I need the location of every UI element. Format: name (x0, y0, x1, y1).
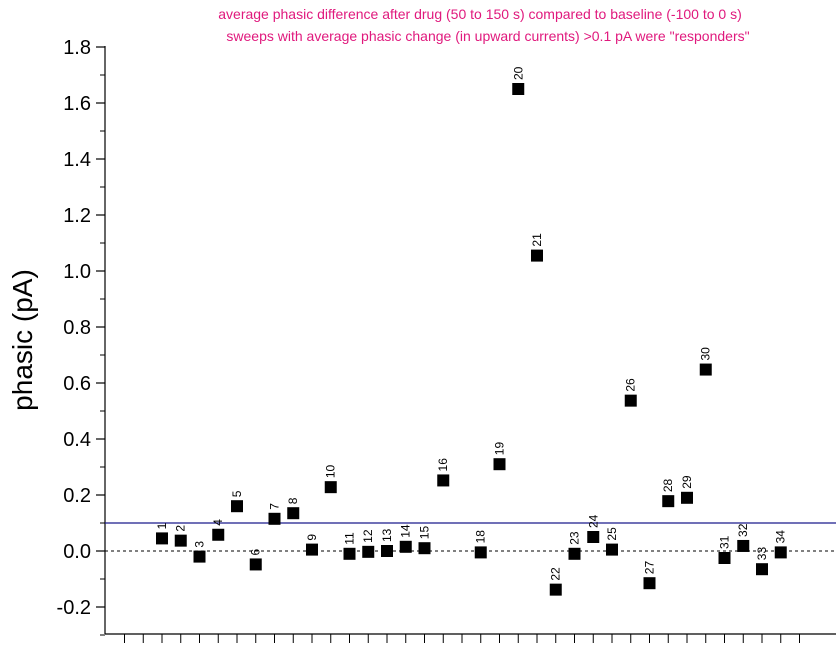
data-point-31 (718, 552, 731, 564)
data-label-22: 22 (549, 567, 563, 581)
data-point-6 (249, 558, 262, 571)
data-point-4 (212, 528, 225, 541)
data-label-10: 10 (324, 464, 338, 478)
data-point-28 (662, 495, 675, 508)
data-label-28: 28 (661, 478, 675, 492)
data-point-23 (568, 547, 581, 560)
chart-titles: average phasic difference after drug (50… (218, 6, 749, 44)
data-label-3: 3 (193, 541, 207, 548)
data-point-10 (324, 481, 337, 494)
data-label-9: 9 (305, 534, 319, 541)
data-label-16: 16 (436, 458, 450, 472)
data-label-13: 13 (380, 528, 394, 542)
data-point-32 (737, 539, 750, 552)
y-tick-label: 0.2 (63, 485, 91, 507)
data-point-9 (306, 543, 318, 556)
y-axis-title: phasic (pA) (7, 269, 38, 411)
data-label-15: 15 (418, 526, 432, 540)
y-tick-label: 1.8 (63, 37, 91, 59)
data-point-2 (174, 534, 187, 547)
data-point-21 (531, 249, 543, 262)
y-tick-label: -0.2 (57, 597, 91, 619)
y-tick-label: 0.0 (63, 541, 91, 563)
data-label-7: 7 (268, 503, 282, 510)
data-point-18 (474, 546, 487, 559)
data-label-26: 26 (624, 378, 638, 392)
data-label-19: 19 (493, 442, 507, 456)
data-label-4: 4 (211, 519, 225, 526)
title-line-2: sweeps with average phasic change (in up… (226, 28, 749, 44)
data-point-1 (156, 532, 168, 545)
data-point-22 (549, 583, 562, 596)
data-point-19 (493, 458, 506, 471)
data-point-20 (512, 83, 525, 95)
data-label-20: 20 (511, 66, 525, 80)
y-tick-label: 0.8 (63, 317, 91, 339)
data-label-33: 33 (755, 547, 769, 561)
data-point-5 (231, 500, 243, 513)
y-tick-label: 1.6 (63, 93, 91, 115)
y-tick-label: 1.0 (63, 261, 91, 283)
data-label-30: 30 (699, 347, 713, 361)
data-label-34: 34 (774, 530, 788, 544)
data-label-29: 29 (680, 475, 694, 489)
data-label-11: 11 (343, 532, 357, 545)
data-point-8 (287, 507, 300, 520)
data-label-27: 27 (643, 561, 657, 575)
data-point-12 (362, 545, 375, 558)
data-point-30 (699, 363, 712, 376)
title-line-1: average phasic difference after drug (50… (218, 6, 742, 22)
y-tick-label: 1.2 (63, 205, 91, 227)
y-tick-label: 1.4 (63, 149, 91, 171)
data-label-21: 21 (530, 233, 544, 247)
data-point-7 (268, 512, 281, 525)
data-point-34 (774, 546, 787, 559)
data-label-31: 31 (718, 535, 732, 549)
y-tick-label: 0.6 (63, 373, 91, 395)
data-point-24 (587, 531, 600, 543)
data-label-2: 2 (174, 525, 188, 532)
data-label-8: 8 (286, 497, 300, 504)
data-label-24: 24 (586, 514, 600, 528)
data-point-13 (381, 545, 393, 557)
data-label-32: 32 (736, 523, 750, 537)
data-point-25 (606, 543, 618, 556)
data-label-12: 12 (361, 529, 375, 543)
axes: -0.2 0.0 0.2 0.4 0.6 0.8 1.0 1.2 1.4 1.6 1.8 (57, 37, 836, 643)
data-label-14: 14 (399, 524, 413, 538)
data-point-11 (343, 547, 356, 560)
data-label-25: 25 (605, 527, 619, 541)
data-label-18: 18 (474, 530, 488, 544)
data-point-33 (756, 563, 768, 576)
data-label-23: 23 (568, 531, 582, 545)
data-label-5: 5 (230, 490, 244, 497)
data-point-3 (193, 550, 206, 563)
reference-lines (105, 522, 836, 552)
data-label-1: 1 (155, 522, 169, 529)
data-point-29 (681, 491, 693, 504)
data-point-27 (643, 577, 656, 590)
data-point-16 (437, 474, 450, 487)
data-point-15 (418, 542, 431, 555)
data-point-26 (624, 394, 637, 407)
data-point-14 (399, 540, 412, 553)
data-label-6: 6 (249, 548, 263, 555)
y-tick-label: 0.4 (63, 429, 91, 451)
